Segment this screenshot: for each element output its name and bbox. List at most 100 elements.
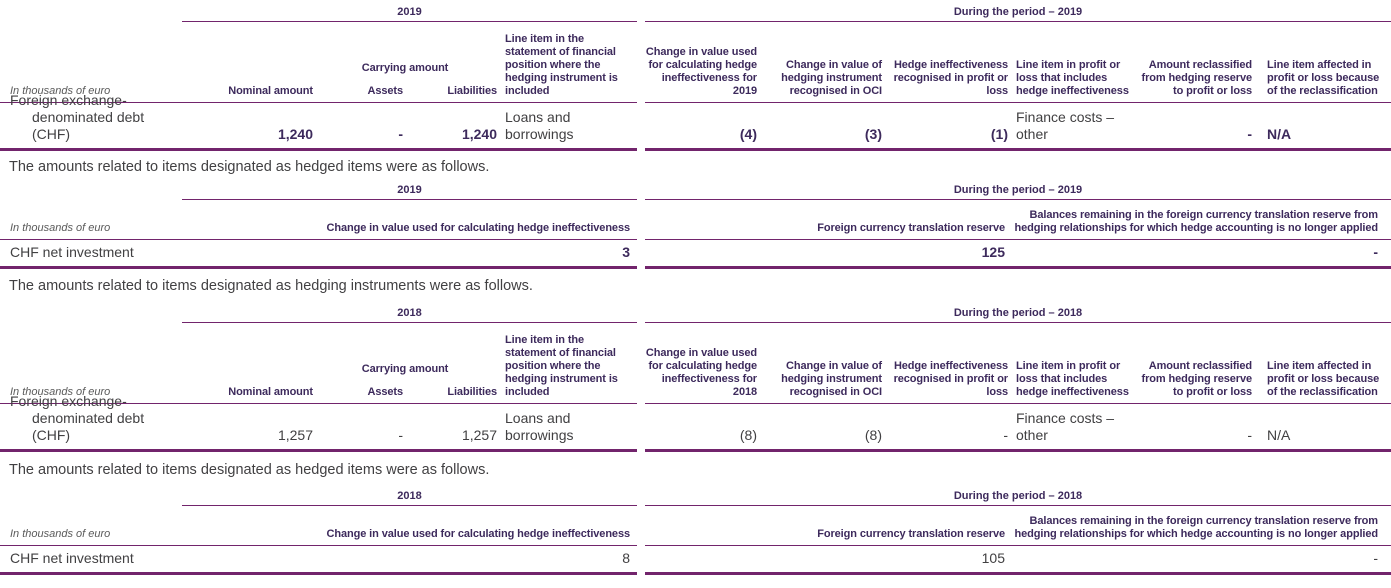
value-assets: - [398,126,403,142]
value-reclassified: - [1247,126,1252,142]
unit-label: In thousands of euro [10,386,111,398]
value-liabilities: 1,240 [461,126,497,142]
value-change-calc: (8) [739,427,757,443]
col-header-line-item-affected: Line item affected in profit or loss bec… [1267,59,1380,97]
carrying-amount-subcolumns: Assets Liabilities [313,386,498,403]
period-label: During the period – 2018 [645,307,1391,323]
period-label: During the period – 2019 [645,184,1391,200]
carrying-amount-group: Carrying amount Assets Liabilities [313,62,497,102]
period-label: During the period – 2019 [645,6,1391,22]
period-label: During the period – 2018 [645,490,1391,506]
row-right-section: 125 - [645,240,1391,269]
col-header-nominal-amount: Nominal amount [228,386,313,398]
hedged-items-table-2018: 2018 During the period – 2018 In thousan… [0,489,1391,575]
value-balances-remaining: - [1373,550,1378,566]
value-change-oci: (8) [864,427,882,443]
value-liabilities: 1,257 [461,427,497,443]
col-header-line-item-affected: Line item affected in profit or loss bec… [1267,360,1380,398]
year-spanner-left: 2018 [0,490,637,506]
table-row: CHF net investment 3 125 - [0,240,1391,269]
col-header-line-item-sofp: Line item in the statement of financial … [505,334,618,398]
body-paragraph-1: The amounts related to items designated … [9,159,490,175]
year-spanner-left: 2018 [0,307,637,323]
unit-label: In thousands of euro [10,222,111,234]
value-fctr: 125 [981,244,1005,260]
row-right-section: (4) (3) (1) Finance costs – other - N/A [645,103,1391,151]
value-line-item-sofp: Loans and borrowings [505,410,574,443]
header-right-section: Foreign currency translation reserve Bal… [645,506,1391,546]
value-ineffectiveness: - [1003,427,1008,443]
row-label-line2: denominated debt (CHF) [32,410,145,443]
header-left-section: In thousands of euro Change in value use… [0,506,637,546]
table-row: CHF net investment 8 105 - [0,546,1391,575]
col-header-change-oci: Change in value of hedging instrument re… [781,59,882,97]
value-line-item-sofp-cell: Loans and borrowings [497,410,637,449]
hedged-items-table-2019: 2019 During the period – 2019 In thousan… [0,183,1391,269]
col-header-assets: Assets [367,85,404,97]
value-change-calc: 8 [622,550,630,566]
year-label: 2019 [182,6,637,22]
value-reclassified: - [1247,427,1252,443]
column-header-row: In thousands of euro Nominal amount Carr… [0,22,1391,103]
col-header-change-oci: Change in value of hedging instrument re… [781,360,882,398]
col-header-change-calc: Change in value used for calculating hed… [326,222,630,234]
column-header-row: In thousands of euro Nominal amount Carr… [0,323,1391,404]
unit-label: In thousands of euro [10,85,111,97]
value-line-item-sofp: Loans and borrowings [505,109,574,142]
value-change-calc: 3 [622,244,630,260]
col-header-change-calc: Change in value used for calculating hed… [326,528,630,540]
col-header-line-item-pl: Line item in profit or loss that include… [1016,59,1129,97]
year-spanner-row: 2018 During the period – 2018 [0,489,1391,506]
carrying-amount-subcolumns: Assets Liabilities [313,85,498,102]
col-header-reclassified: Amount reclassified from hedging reserve… [1141,59,1253,97]
row-label: CHF net investment [10,244,134,260]
value-assets: - [398,427,403,443]
col-header-ineffectiveness: Hedge ineffectiveness recognised in prof… [893,59,1009,97]
col-header-liabilities: Liabilities [447,386,497,398]
row-left-section: CHF net investment 8 [0,546,637,575]
col-header-change-calc: Change in value used for calculating hed… [645,46,757,97]
year-spanner-row: 2019 During the period – 2019 [0,183,1391,200]
col-header-carrying-amount: Carrying amount [361,62,449,74]
unit-label: In thousands of euro [10,528,111,540]
value-change-oci: (3) [864,126,882,142]
row-left-section: Foreign exchange- denominated debt (CHF)… [0,393,637,452]
header-left-section: In thousands of euro Nominal amount Carr… [0,22,637,103]
year-spanner-left: 2019 [0,184,637,200]
value-line-item-pl: Finance costs – other [1016,109,1115,142]
value-nominal-amount: 1,240 [277,126,313,142]
year-label: 2018 [182,307,637,323]
col-header-balances-remaining: Balances remaining in the foreign curren… [1014,209,1379,234]
col-header-ineffectiveness: Hedge ineffectiveness recognised in prof… [893,360,1009,398]
row-right-section: 105 - [645,546,1391,575]
value-line-item-sofp-cell: Loans and borrowings [497,109,637,148]
year-spanner-left: 2019 [0,6,637,22]
row-label: Foreign exchange- denominated debt (CHF) [0,92,182,148]
header-left-section: In thousands of euro Nominal amount Carr… [0,323,637,404]
year-spanner-row: 2019 During the period – 2019 [0,0,1391,22]
value-line-item-pl-cell: Finance costs – other [1008,410,1135,449]
column-header-row: In thousands of euro Change in value use… [0,200,1391,240]
row-left-section: CHF net investment 3 [0,240,637,269]
row-label-line1: Foreign exchange- [10,393,127,409]
col-header-fctr: Foreign currency translation reserve [817,528,1005,540]
header-left-section: In thousands of euro Change in value use… [0,200,637,240]
body-paragraph-3: The amounts related to items designated … [9,462,490,478]
row-right-section: (8) (8) - Finance costs – other - N/A [645,404,1391,452]
header-right-section: Foreign currency translation reserve Bal… [645,200,1391,240]
col-header-reclassified: Amount reclassified from hedging reserve… [1141,360,1253,398]
year-label: 2018 [182,490,637,506]
year-label: 2019 [182,184,637,200]
value-nominal-amount: 1,257 [277,427,313,443]
header-right-section: Change in value used for calculating hed… [645,22,1391,103]
row-label-line1: Foreign exchange- [10,92,127,108]
hedging-instruments-table-2018: 2018 During the period – 2018 In thousan… [0,301,1391,452]
col-header-assets: Assets [367,386,404,398]
value-change-calc: (4) [739,126,757,142]
body-paragraph-2: The amounts related to items designated … [9,278,533,294]
value-line-item-pl-cell: Finance costs – other [1008,109,1135,148]
col-header-liabilities: Liabilities [447,85,497,97]
column-header-row: In thousands of euro Change in value use… [0,506,1391,546]
col-header-line-item-pl: Line item in profit or loss that include… [1016,360,1129,398]
